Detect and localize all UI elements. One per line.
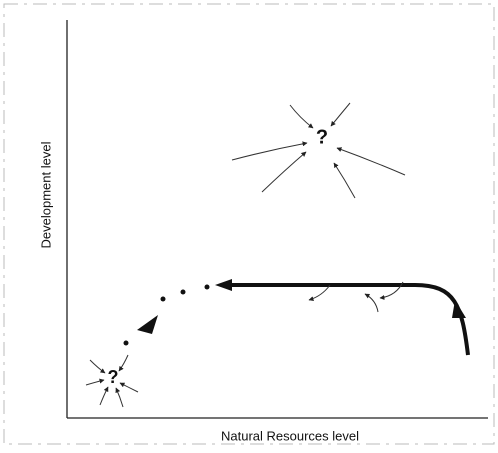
frame <box>3 3 495 445</box>
lower-question: ? <box>108 367 119 387</box>
converging-arrows <box>231 102 406 199</box>
y-axis-label: Development level <box>38 141 53 248</box>
lower-arrows <box>85 354 139 408</box>
small-arrows <box>308 281 404 313</box>
upper-question: ? <box>316 126 328 148</box>
x-axis-label: Natural Resources level <box>221 428 359 443</box>
trajectory <box>123 279 470 356</box>
